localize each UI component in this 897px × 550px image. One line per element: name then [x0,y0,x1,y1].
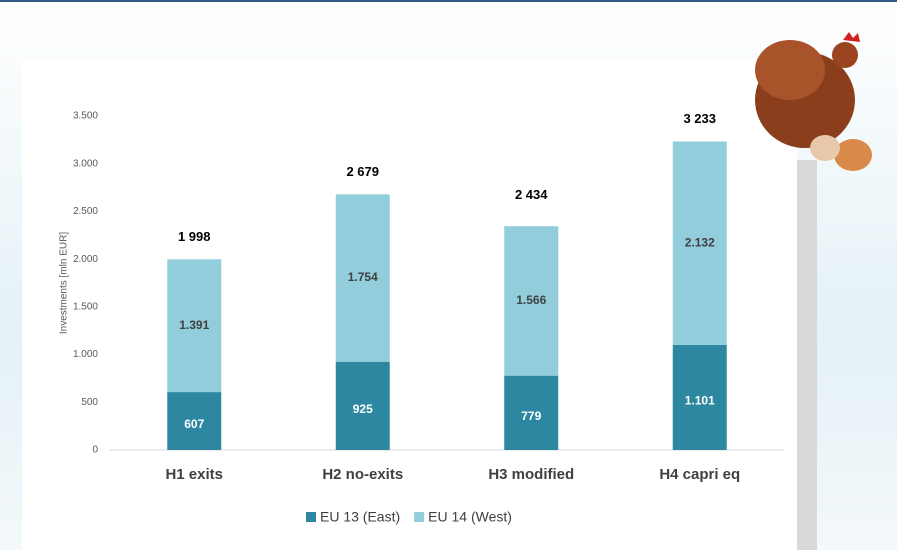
total-label: 2 679 [346,164,379,179]
legend-swatch [306,512,316,522]
value-label: 925 [353,402,373,416]
total-label: 1 998 [178,229,211,244]
x-tick-label: H1 exits [165,466,223,483]
bar-segment [167,392,222,450]
y-axis-label: Investments [mln EUR] [59,232,70,334]
value-label: 1.566 [516,293,546,307]
value-label: 607 [184,417,204,431]
legend-label: EU 13 (East) [320,509,400,525]
bar-segment [672,141,727,345]
bar-segment [672,344,727,450]
chart-panel [22,58,797,550]
bar-segment [167,259,222,393]
panel-shadow [797,160,817,550]
value-label: 1.391 [179,318,209,332]
bar-segment [335,361,390,450]
y-tick-label: 1.000 [73,349,98,360]
value-label: 1.101 [685,394,715,408]
y-tick-label: 1.500 [73,301,98,312]
value-label: 2.132 [685,235,715,249]
hen-illustration [755,32,872,171]
top-border [0,0,897,2]
value-label: 1.754 [348,270,378,284]
y-tick-label: 0 [92,445,98,456]
bar-segment [335,194,390,362]
y-tick-label: 2.500 [73,206,98,217]
legend-label: EU 14 (West) [428,509,512,525]
y-tick-label: 3.500 [73,111,98,122]
total-label: 2 434 [515,187,548,202]
x-tick-label: H3 modified [488,466,574,483]
bar-segment [504,226,559,376]
x-tick-label: H4 capri eq [659,466,740,483]
y-tick-label: 2.000 [73,254,98,265]
y-tick-label: 500 [81,397,98,408]
x-tick-label: H2 no-exits [322,466,403,483]
total-label: 3 233 [683,111,716,126]
value-label: 779 [521,409,541,423]
y-tick-label: 3.000 [73,158,98,169]
bar-segment [504,375,559,450]
legend-swatch [414,512,425,522]
